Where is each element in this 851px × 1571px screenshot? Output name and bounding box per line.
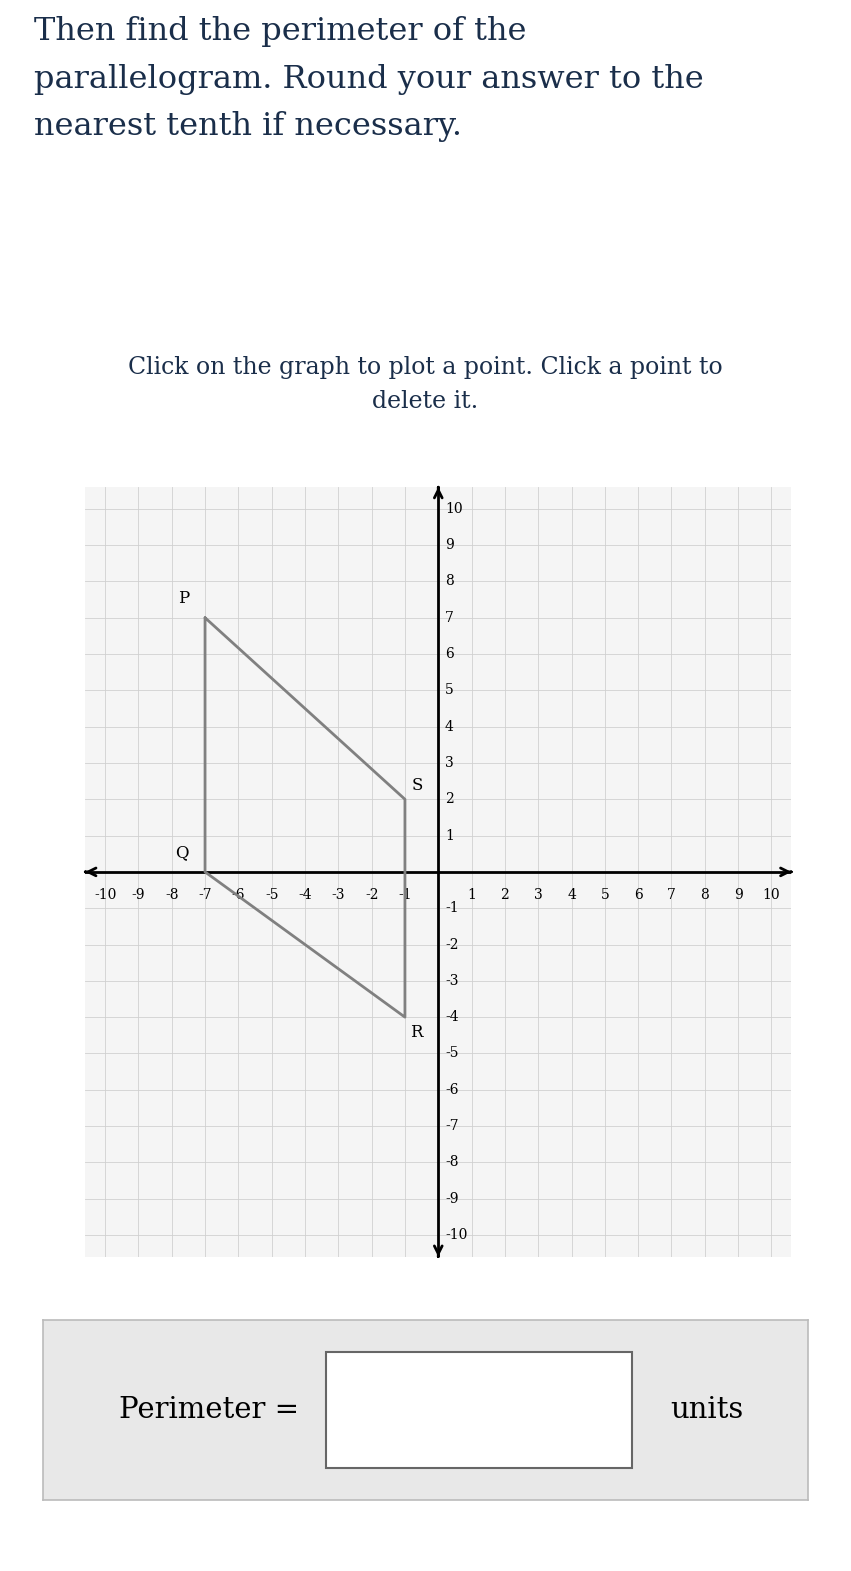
- Text: -2: -2: [365, 888, 379, 902]
- Text: -1: -1: [445, 902, 459, 916]
- Text: 10: 10: [445, 501, 463, 515]
- Text: Q: Q: [175, 844, 189, 861]
- Text: 6: 6: [634, 888, 643, 902]
- Text: -10: -10: [445, 1229, 467, 1243]
- Text: P: P: [179, 591, 190, 608]
- Text: 3: 3: [534, 888, 543, 902]
- Text: -9: -9: [445, 1192, 459, 1205]
- Text: 1: 1: [445, 828, 454, 842]
- Text: 7: 7: [445, 611, 454, 625]
- Text: -7: -7: [445, 1119, 459, 1133]
- Text: 9: 9: [445, 539, 454, 551]
- Text: 5: 5: [445, 683, 454, 698]
- Text: -4: -4: [298, 888, 311, 902]
- Text: 10: 10: [762, 888, 780, 902]
- Text: 2: 2: [500, 888, 509, 902]
- Text: -1: -1: [398, 888, 412, 902]
- Text: -8: -8: [445, 1155, 459, 1169]
- Text: Click on the graph to plot a point. Click a point to
delete it.: Click on the graph to plot a point. Clic…: [129, 357, 722, 413]
- Text: -3: -3: [445, 974, 459, 988]
- Text: -3: -3: [332, 888, 345, 902]
- Text: 8: 8: [445, 575, 454, 589]
- Text: -7: -7: [198, 888, 212, 902]
- Text: -6: -6: [445, 1082, 459, 1097]
- Text: S: S: [412, 778, 423, 795]
- Text: -5: -5: [445, 1046, 459, 1060]
- Text: 5: 5: [601, 888, 609, 902]
- Text: -9: -9: [132, 888, 146, 902]
- Text: R: R: [410, 1024, 422, 1042]
- Text: Then find the perimeter of the
parallelogram. Round your answer to the
nearest t: Then find the perimeter of the parallelo…: [34, 16, 704, 143]
- Text: -10: -10: [94, 888, 117, 902]
- Text: 1: 1: [467, 888, 476, 902]
- Text: -4: -4: [445, 1010, 459, 1024]
- Text: -6: -6: [231, 888, 245, 902]
- Text: 7: 7: [667, 888, 676, 902]
- Text: 4: 4: [567, 888, 576, 902]
- Text: 3: 3: [445, 756, 454, 770]
- Text: 8: 8: [700, 888, 709, 902]
- Text: 2: 2: [445, 792, 454, 806]
- Text: 9: 9: [734, 888, 742, 902]
- Text: -8: -8: [165, 888, 179, 902]
- Text: -5: -5: [265, 888, 278, 902]
- Text: -2: -2: [445, 938, 459, 952]
- Text: 6: 6: [445, 647, 454, 661]
- Text: Perimeter =: Perimeter =: [119, 1397, 300, 1423]
- Text: units: units: [671, 1397, 744, 1423]
- FancyBboxPatch shape: [326, 1353, 632, 1467]
- Text: 4: 4: [445, 720, 454, 734]
